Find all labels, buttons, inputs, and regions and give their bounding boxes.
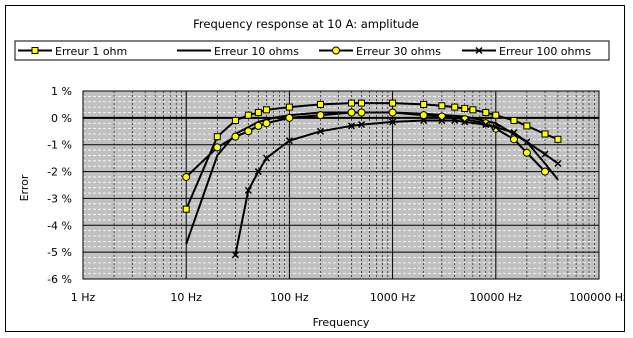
data-point [316, 100, 324, 108]
data-point [482, 121, 490, 129]
data-point [419, 111, 428, 120]
data-point [492, 111, 500, 119]
y-tick-label: -5 % [47, 246, 72, 259]
y-tick-label: -3 % [47, 192, 72, 205]
legend-box [14, 40, 610, 61]
data-point [492, 123, 500, 131]
legend-entry-2: Erreur 10 ohms [177, 45, 299, 58]
data-point [461, 104, 469, 112]
axes: 1 % 0 % -1 % -2 % -3 % -4 % -5 % -6 % 1 Hz 10 Hz 1… [47, 85, 624, 304]
legend-entry-3: Erreur 30 ohms [319, 45, 441, 58]
data-point [357, 108, 366, 117]
y-tick-label: 1 % [51, 85, 72, 98]
data-point [213, 143, 222, 152]
data-point [389, 99, 397, 107]
data-point [244, 186, 252, 194]
data-point [510, 117, 518, 125]
data-point [285, 113, 294, 122]
data-point [263, 106, 271, 114]
series-line [185, 102, 559, 210]
data-point [262, 119, 271, 128]
data-point [510, 129, 518, 137]
data-point [358, 99, 366, 107]
legend: Erreur 1 ohm Erreur 10 ohms Erreur 30 ohms… [14, 40, 610, 61]
data-point [262, 154, 271, 162]
data-point [469, 106, 477, 114]
x-axis-label: Frequency [313, 316, 370, 329]
legend-label: Erreur 30 ohms [356, 45, 441, 58]
data-point [541, 167, 550, 176]
data-point [285, 137, 293, 145]
data-point [461, 118, 469, 126]
data-point [254, 108, 262, 116]
data-point [438, 102, 446, 110]
legend-label: Erreur 100 ohms [499, 45, 591, 58]
data-point [285, 103, 293, 111]
legend-marker [31, 47, 39, 54]
data-point [348, 122, 356, 130]
data-point [182, 172, 191, 181]
series-3 [182, 108, 550, 181]
data-point [231, 117, 239, 125]
series-4 [231, 117, 562, 259]
data-point [420, 100, 428, 108]
y-tick-label: 0 % [51, 112, 72, 125]
data-point [254, 121, 263, 130]
data-point [420, 117, 428, 125]
data-point [438, 117, 446, 125]
data-point [348, 99, 356, 107]
legend-marker [475, 46, 483, 55]
data-point [244, 127, 253, 136]
data-point [541, 150, 549, 158]
x-tick-label: 100000 Hz [569, 291, 624, 304]
legend-entry-4: Erreur 100 ohms [462, 45, 591, 58]
data-point [509, 135, 518, 144]
x-tick-label: 1 Hz [71, 291, 96, 304]
data-point [523, 138, 531, 146]
legend-label: Erreur 1 ohm [55, 45, 127, 58]
data-point [347, 108, 356, 117]
data-point [482, 108, 490, 116]
y-tick-label: -4 % [47, 219, 72, 232]
data-point [523, 122, 531, 130]
data-point [231, 132, 240, 141]
data-point [522, 148, 531, 157]
y-tick-label: -1 % [47, 139, 72, 152]
data-point [316, 111, 325, 120]
chart-title: Frequency response at 10 A: amplitude [193, 17, 419, 31]
y-axis-label: Error [18, 174, 31, 201]
series-1 [182, 99, 562, 213]
data-point [554, 135, 562, 143]
data-point [254, 168, 262, 176]
data-point [389, 118, 397, 126]
data-point [451, 117, 459, 125]
chart-frame: Frequency response at 10 A: amplitude Er… [5, 5, 625, 332]
data-point [451, 103, 459, 111]
data-point [244, 111, 252, 119]
legend-entry-1: Erreur 1 ohm [18, 45, 127, 58]
y-tick-label: -2 % [47, 166, 72, 179]
frequency-response-chart: Frequency response at 10 A: amplitude Er… [14, 17, 624, 329]
plot-background [82, 90, 600, 280]
plot-area [82, 90, 600, 280]
legend-marker [332, 46, 340, 55]
data-point [182, 205, 190, 213]
data-point [388, 108, 397, 117]
data-point [213, 133, 221, 141]
data-point [358, 121, 366, 129]
x-tick-label: 1000 Hz [370, 291, 416, 304]
data-point [316, 127, 324, 135]
series-layer [182, 99, 562, 259]
data-point [554, 159, 562, 168]
legend-label: Erreur 10 ohms [214, 45, 299, 58]
x-tick-label: 10 Hz [170, 291, 202, 304]
y-tick-label: -6 % [47, 273, 72, 286]
x-tick-label: 100 Hz [270, 291, 309, 304]
data-point [231, 251, 239, 259]
x-tick-label: 10000 Hz [470, 291, 523, 304]
data-point [541, 130, 549, 138]
